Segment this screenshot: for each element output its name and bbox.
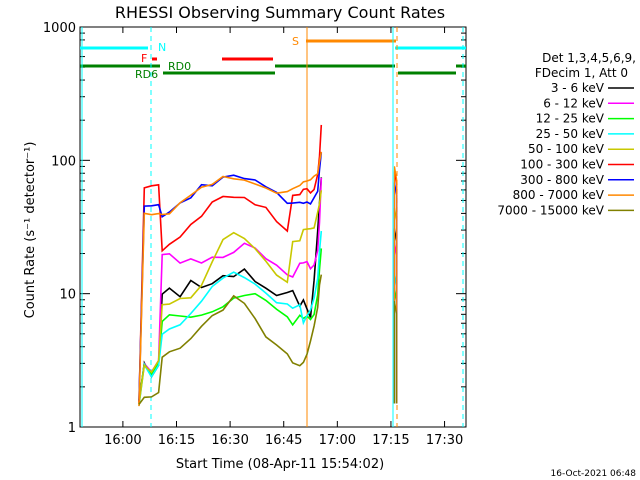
legend-label: 50 - 100 keV <box>528 142 605 156</box>
legend-header-line-1: Det 1,3,4,5,6,9, <box>542 51 636 65</box>
y-axis-label: Count Rate (s⁻¹ detector⁻¹) <box>23 142 38 319</box>
series-spike <box>393 166 398 404</box>
status-annotations: N F RD0 RD6 S <box>135 35 299 81</box>
chart-title: RHESSI Observing Summary Count Rates <box>115 3 445 22</box>
legend-label: 25 - 50 keV <box>536 127 605 141</box>
y-tick-label: 100 <box>51 154 76 169</box>
x-tick-label: 16:00 <box>104 433 141 448</box>
annotation-n: N <box>158 41 166 54</box>
series-line-800-7000-kev <box>138 151 323 407</box>
annotation-f: F <box>141 52 147 65</box>
series-line-12-25-kev <box>138 248 323 401</box>
x-tick-label: 16:15 <box>158 433 195 448</box>
annotation-rd0: RD0 <box>168 60 191 73</box>
x-tick-label: 16:45 <box>265 433 302 448</box>
legend-header-line-2: FDecim 1, Att 0 <box>535 66 628 80</box>
series-line-50-100-kev <box>138 190 323 405</box>
series-spike <box>393 300 398 404</box>
legend: Det 1,3,4,5,6,9, FDecim 1, Att 0 3 - 6 k… <box>497 51 636 217</box>
legend-label: 800 - 7000 keV <box>513 188 605 202</box>
plot-area <box>79 26 467 428</box>
generation-timestamp: 16-Oct-2021 06:48 <box>551 469 637 479</box>
x-tick-label: 17:15 <box>372 433 409 448</box>
legend-label: 7000 - 15000 keV <box>497 203 604 217</box>
y-axis: 1 10 100 1000 <box>43 21 466 436</box>
x-tick-label: 17:30 <box>426 433 463 448</box>
legend-label: 100 - 300 keV <box>520 158 604 172</box>
series-line-100-300-kev <box>138 124 323 403</box>
series-line-25-50-kev <box>138 230 323 406</box>
annotation-s: S <box>292 35 299 48</box>
x-tick-label: 16:30 <box>211 433 248 448</box>
legend-label: 300 - 800 keV <box>520 173 604 187</box>
plot-border <box>79 26 467 428</box>
y-tick-label: 1000 <box>43 21 76 36</box>
series-line-3-6-kev <box>138 177 323 404</box>
y-tick-label: 1 <box>68 421 76 436</box>
series-line-300-800-kev <box>138 152 323 401</box>
x-axis-label: Start Time (08-Apr-11 15:54:02) <box>176 457 384 472</box>
annotation-rd6: RD6 <box>135 68 158 81</box>
data-series <box>138 124 398 407</box>
legend-label: 6 - 12 keV <box>543 96 605 110</box>
instrument-status-bars <box>80 27 466 427</box>
x-axis: 16:00 16:15 16:30 16:45 17:00 17:15 17:30 <box>104 27 463 448</box>
y-tick-label: 10 <box>59 288 76 303</box>
series-line-6-12-kev <box>138 177 323 403</box>
series-line-7000-15000-kev <box>138 274 323 405</box>
legend-label: 12 - 25 keV <box>536 112 605 126</box>
x-tick-label: 17:00 <box>319 433 356 448</box>
legend-label: 3 - 6 keV <box>551 81 605 95</box>
